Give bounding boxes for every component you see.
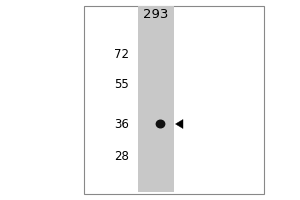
Bar [84, 6, 264, 194]
Text: 36: 36 [114, 117, 129, 130]
Text: 72: 72 [114, 47, 129, 60]
Bar [138, 6, 174, 192]
Text: 55: 55 [114, 78, 129, 90]
Text: 293: 293 [143, 8, 169, 21]
Ellipse shape [156, 120, 165, 128]
Polygon shape [176, 119, 183, 129]
Text: 28: 28 [114, 150, 129, 162]
